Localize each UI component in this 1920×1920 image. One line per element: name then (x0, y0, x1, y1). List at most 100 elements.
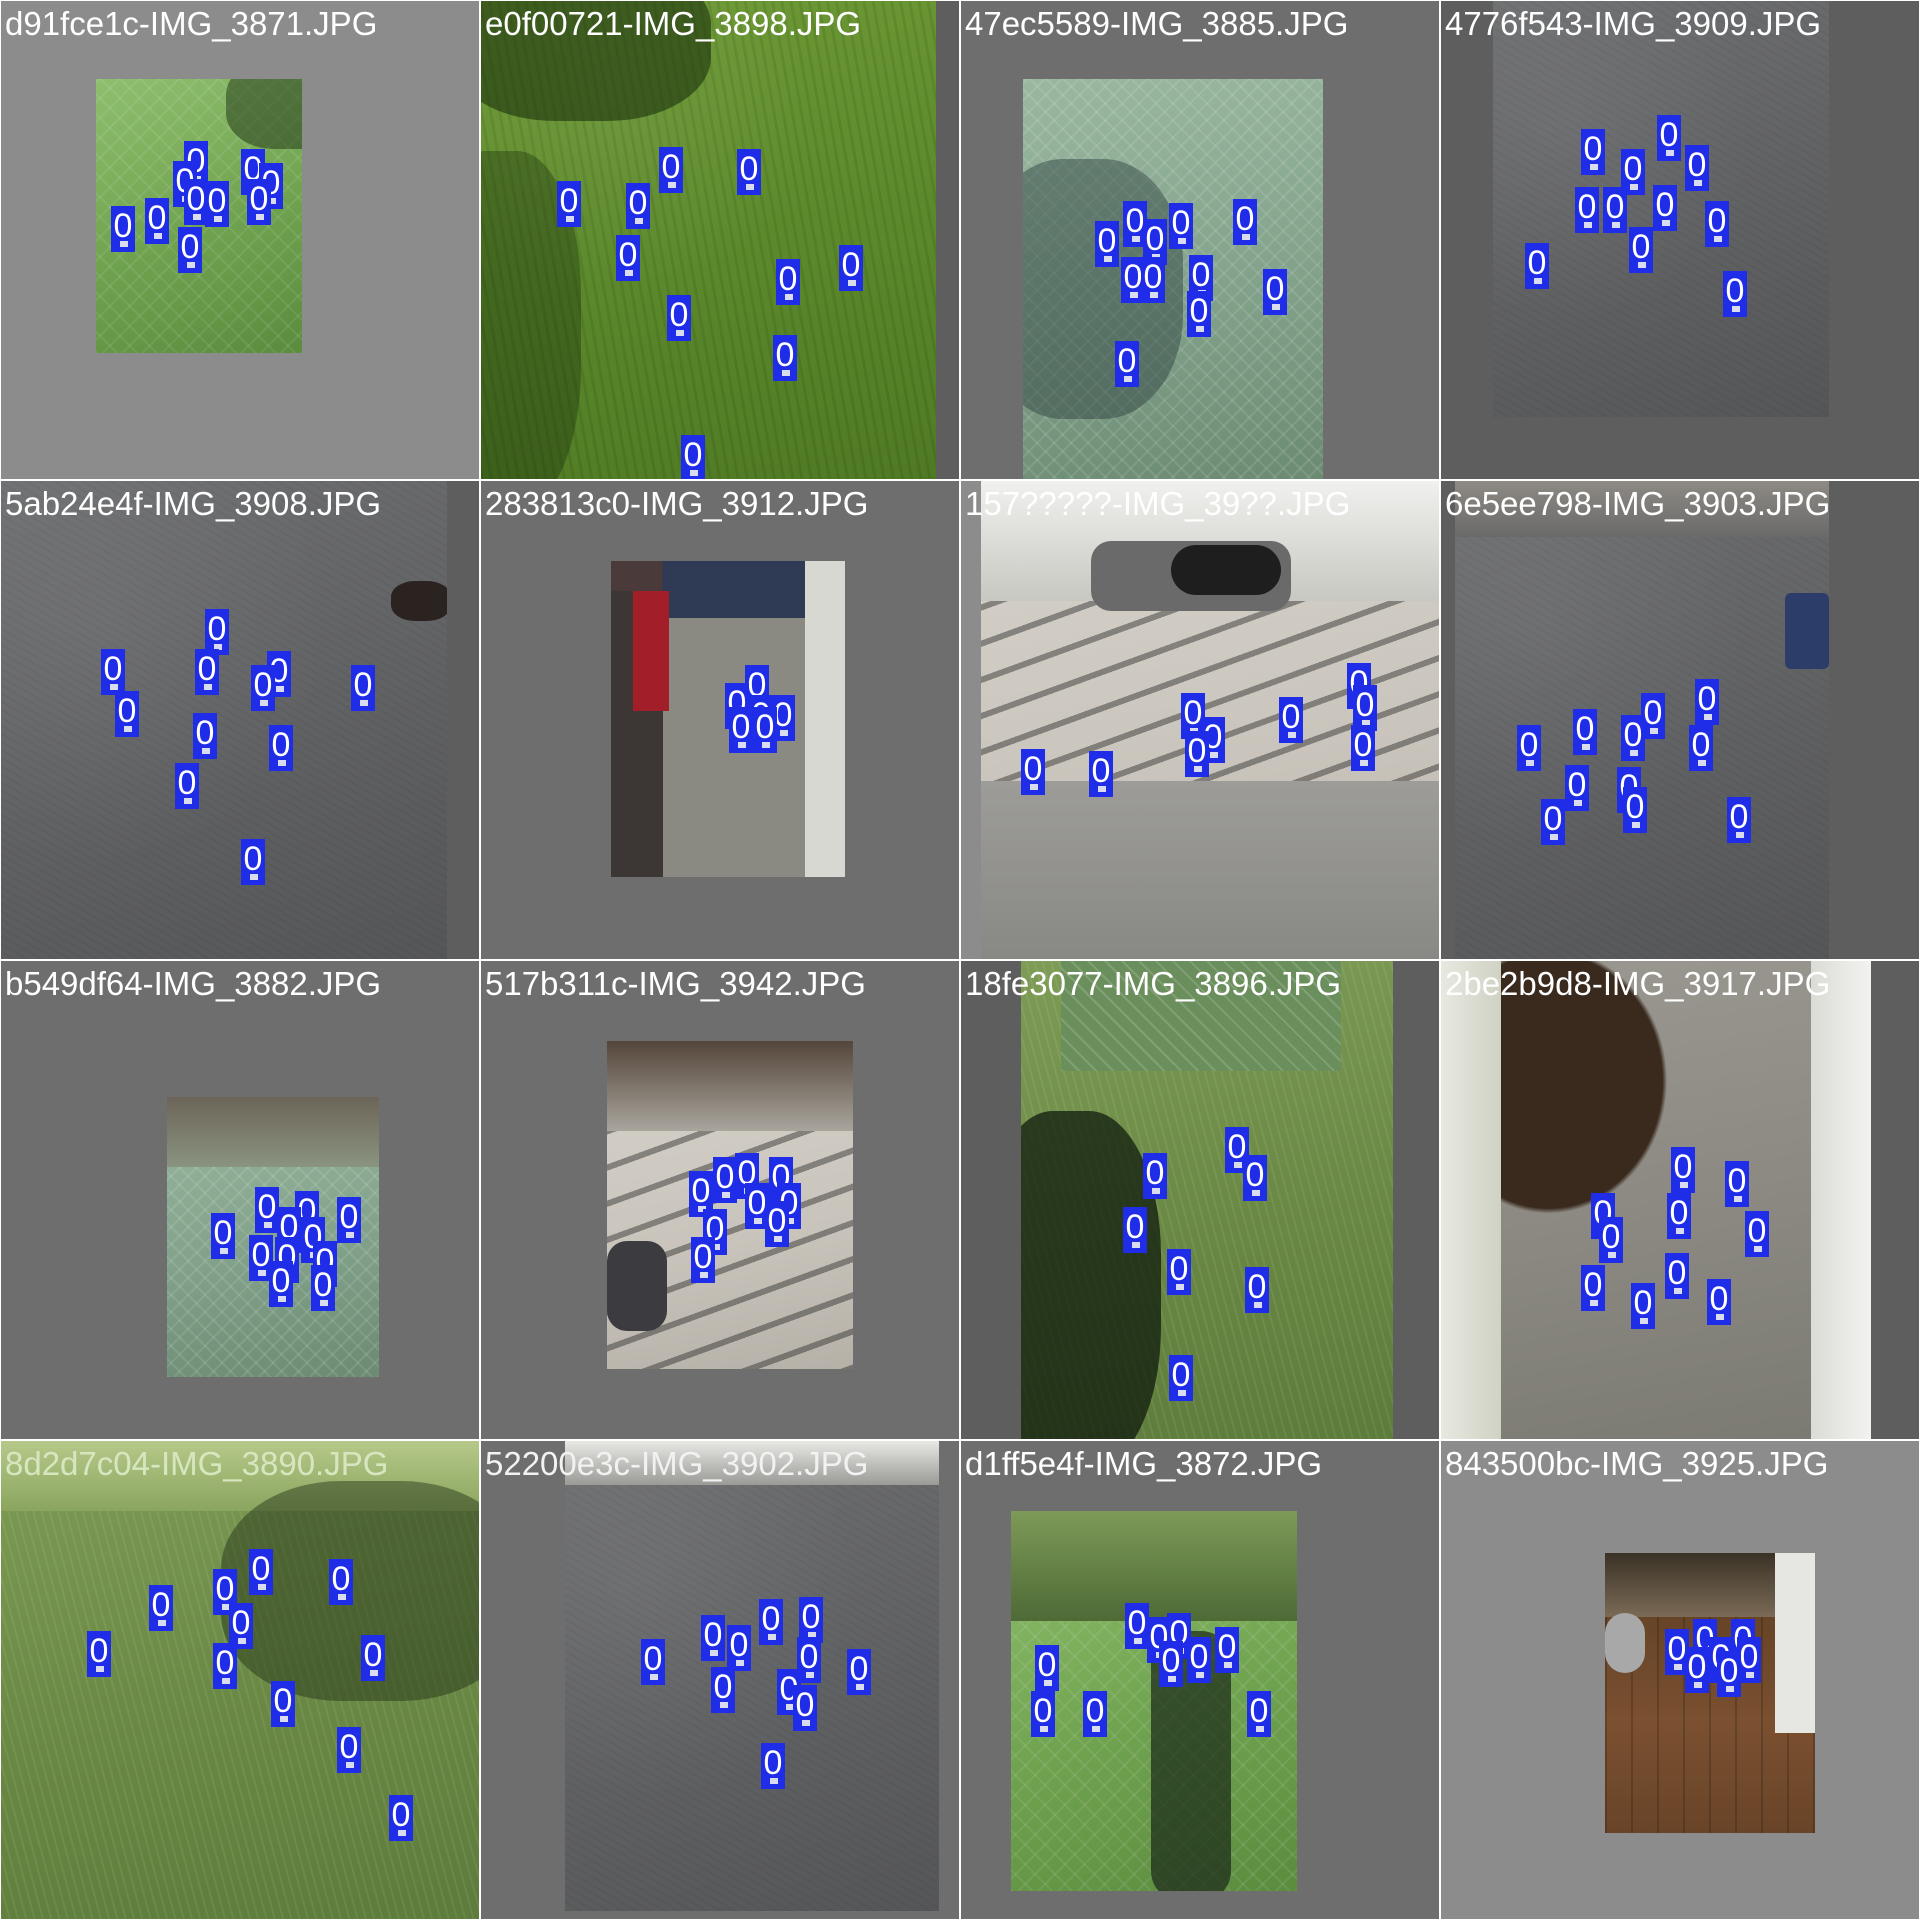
tile-photo (481, 1, 936, 479)
detection-box: 0 (175, 763, 199, 809)
detection-box: 0 (776, 259, 800, 305)
detection-box: 0 (269, 1261, 293, 1307)
detection-box: 0 (689, 1171, 713, 1217)
detection-box: 0 (839, 245, 863, 291)
detection-box: 0 (1653, 185, 1677, 231)
mosaic-tile[interactable]: 5ab24e4f-IMG_3908.JPG 0 0 0 0 0 0 0 0 0 … (0, 480, 480, 960)
detection-box: 0 (626, 183, 650, 229)
detection-box: 0 (1689, 725, 1713, 771)
mosaic-tile[interactable]: 52200e3c-IMG_3902.JPG 0 0 0 0 0 0 0 0 0 … (480, 1440, 960, 1920)
detection-box: 0 (773, 335, 797, 381)
mosaic-tile[interactable]: e0f00721-IMG_3898.JPG 0 0 0 0 0 0 0 0 0 … (480, 0, 960, 480)
detection-box: 0 (765, 1201, 789, 1247)
mosaic-tile[interactable]: 843500bc-IMG_3925.JPG 0 0 0 0 0 0 0 (1440, 1440, 1920, 1920)
mosaic-tile[interactable]: d1ff5e4f-IMG_3872.JPG 0 0 0 0 0 0 0 0 0 … (960, 1440, 1440, 1920)
detection-box: 0 (1657, 115, 1681, 161)
mosaic-tile[interactable]: 47ec5589-IMG_3885.JPG 0 0 0 0 0 0 0 0 0 … (960, 0, 1440, 480)
tile-label: d91fce1c-IMG_3871.JPG (5, 5, 378, 42)
detection-box: 0 (847, 1649, 871, 1695)
detection-box: 0 (667, 295, 691, 341)
detection-box: 0 (1035, 1645, 1059, 1691)
detection-box: 0 (1263, 269, 1287, 315)
detection-box: 0 (101, 649, 125, 695)
detection-box: 0 (271, 1681, 295, 1727)
tile-photo (1441, 961, 1871, 1439)
tile-label: d1ff5e4f-IMG_3872.JPG (965, 1445, 1323, 1482)
detection-box: 0 (793, 1685, 817, 1731)
detection-box: 0 (1565, 765, 1589, 811)
detection-box: 0 (1123, 1207, 1147, 1253)
detection-box: 0 (1745, 1211, 1769, 1257)
detection-box: 0 (1631, 1283, 1655, 1329)
detection-box: 0 (145, 198, 169, 244)
detection-box: 0 (759, 1599, 783, 1645)
detection-box: 0 (1083, 1691, 1107, 1737)
mosaic-tile[interactable]: 8d2d7c04-IMG_3890.JPG 0 0 0 0 0 0 0 0 0 … (0, 1440, 480, 1920)
detection-box: 0 (727, 1625, 751, 1671)
tile-label: e0f00721-IMG_3898.JPG (485, 5, 862, 42)
detection-box: 0 (351, 665, 375, 711)
tile-label: 517b311c-IMG_3942.JPG (485, 965, 866, 1002)
detection-box: 0 (1159, 1641, 1183, 1687)
detection-box: 0 (1581, 129, 1605, 175)
detection-box: 0 (1233, 199, 1257, 245)
mosaic-tile[interactable]: b549df64-IMG_3882.JPG 0 0 0 0 0 0 0 0 0 … (0, 960, 480, 1440)
tile-label: 18fe3077-IMG_3896.JPG (965, 965, 1342, 1002)
detection-box: 0 (1705, 201, 1729, 247)
detection-box: 0 (1169, 1355, 1193, 1401)
detection-box: 0 (205, 609, 229, 655)
detection-box: 0 (111, 206, 135, 252)
detection-box: 0 (1725, 1161, 1749, 1207)
tile-photo (565, 1441, 939, 1911)
mosaic-tile[interactable]: 283813c0-IMG_3912.JPG 0 0 0 0 0 0 (480, 480, 960, 960)
detection-box: 0 (1279, 697, 1303, 743)
mosaic-tile[interactable]: 2be2b9d8-IMG_3917.JPG 0 0 0 0 0 0 0 0 0 … (1440, 960, 1920, 1440)
detection-box: 0 (1095, 221, 1119, 267)
tile-photo (1, 1441, 479, 1919)
mosaic-tile[interactable]: d91fce1c-IMG_3871.JPG 0 0 0 0 0 0 0 0 0 … (0, 0, 480, 480)
detection-box: 0 (213, 1643, 237, 1689)
detection-box: 0 (1707, 1279, 1731, 1325)
detection-box: 0 (659, 147, 683, 193)
tile-label: 5ab24e4f-IMG_3908.JPG (5, 485, 382, 522)
tile-label: 157?????-IMG_39??.JPG (965, 485, 1351, 522)
mosaic-tile[interactable]: 4776f543-IMG_3909.JPG 0 0 0 0 0 0 0 0 0 … (1440, 0, 1920, 480)
detection-box: 0 (799, 1597, 823, 1643)
detection-box: 0 (229, 1603, 253, 1649)
mosaic-tile[interactable]: 6e5ee798-IMG_3903.JPG 0 0 0 0 0 0 0 0 0 … (1440, 480, 1920, 960)
tile-label: 6e5ee798-IMG_3903.JPG (1445, 485, 1831, 522)
tile-label: 843500bc-IMG_3925.JPG (1445, 1445, 1829, 1482)
detection-box: 0 (1187, 1637, 1211, 1683)
detection-box: 0 (329, 1559, 353, 1605)
detection-box: 0 (178, 227, 202, 273)
tile-photo (1605, 1553, 1815, 1833)
detection-box: 0 (1243, 1155, 1267, 1201)
detection-box: 0 (251, 665, 275, 711)
detection-box: 0 (1187, 291, 1211, 337)
detection-box: 0 (1541, 799, 1565, 845)
tile-label: 4776f543-IMG_3909.JPG (1445, 5, 1822, 42)
detection-box: 0 (1581, 1265, 1605, 1311)
detection-box: 0 (641, 1639, 665, 1685)
detection-box: 0 (1671, 1147, 1695, 1193)
detection-box: 0 (701, 1615, 725, 1661)
tile-label: 283813c0-IMG_3912.JPG (485, 485, 869, 522)
mosaic-tile[interactable]: 18fe3077-IMG_3896.JPG 0 0 0 0 0 0 0 (960, 960, 1440, 1440)
tile-photo (167, 1097, 379, 1377)
detection-box: 0 (361, 1635, 385, 1681)
detection-box: 0 (753, 707, 777, 753)
tile-label: 2be2b9d8-IMG_3917.JPG (1445, 965, 1831, 1002)
mosaic-tile[interactable]: 517b311c-IMG_3942.JPG 0 0 0 0 0 0 0 0 0 (480, 960, 960, 1440)
detection-box: 0 (711, 1667, 735, 1713)
detection-box: 0 (1599, 1217, 1623, 1263)
detection-box: 0 (761, 1743, 785, 1789)
tile-label: b549df64-IMG_3882.JPG (5, 965, 382, 1002)
tile-photo (611, 561, 845, 877)
detection-box: 0 (1695, 679, 1719, 725)
detection-box: 0 (1603, 187, 1627, 233)
detection-box: 0 (269, 725, 293, 771)
mosaic-tile[interactable]: 157?????-IMG_39??.JPG 0 0 0 0 0 0 0 0 0 (960, 480, 1440, 960)
detection-box: 0 (557, 181, 581, 227)
tile-photo (607, 1041, 853, 1369)
detection-box: 0 (1021, 749, 1045, 795)
